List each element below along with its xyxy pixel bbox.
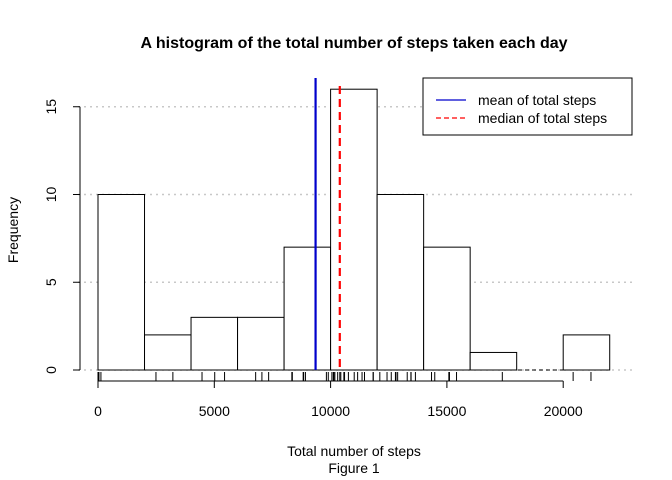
histogram-bar xyxy=(562,334,611,371)
y-tick-label: 10 xyxy=(43,187,59,203)
histogram-bar xyxy=(469,351,518,371)
y-axis-label: Frequency xyxy=(5,197,21,263)
legend-box xyxy=(422,77,633,136)
reference-lines xyxy=(314,78,341,370)
rug-marks xyxy=(97,372,592,381)
histogram-bar xyxy=(237,316,285,371)
x-tick-label: 10000 xyxy=(311,403,350,419)
x-tick-label: 0 xyxy=(94,403,102,419)
y-tick-label: 0 xyxy=(43,366,59,374)
y-tick-label: 5 xyxy=(43,278,59,286)
y-tick-label: 15 xyxy=(43,99,59,115)
figure-caption: Figure 1 xyxy=(328,460,380,476)
axes: 0 5000 10000 15000 20000 0 5 10 15 xyxy=(43,99,583,419)
x-tick-label: 15000 xyxy=(427,403,466,419)
x-tick-label: 5000 xyxy=(199,403,230,419)
histogram-bar xyxy=(190,316,239,371)
histogram-bar xyxy=(376,194,425,371)
histogram-bars xyxy=(97,88,611,371)
legend-label: mean of total steps xyxy=(478,92,596,108)
legend: mean of total steps median of total steps xyxy=(422,77,633,136)
histogram-bar xyxy=(423,246,471,371)
legend-label: median of total steps xyxy=(478,110,607,126)
x-axis-label: Total number of steps xyxy=(287,443,421,459)
histogram-bar xyxy=(330,88,378,371)
histogram-bar xyxy=(97,194,146,371)
histogram-bar xyxy=(283,246,332,371)
chart-title: A histogram of the total number of steps… xyxy=(140,35,567,52)
x-tick-label: 20000 xyxy=(544,403,583,419)
histogram-bar xyxy=(144,334,192,371)
